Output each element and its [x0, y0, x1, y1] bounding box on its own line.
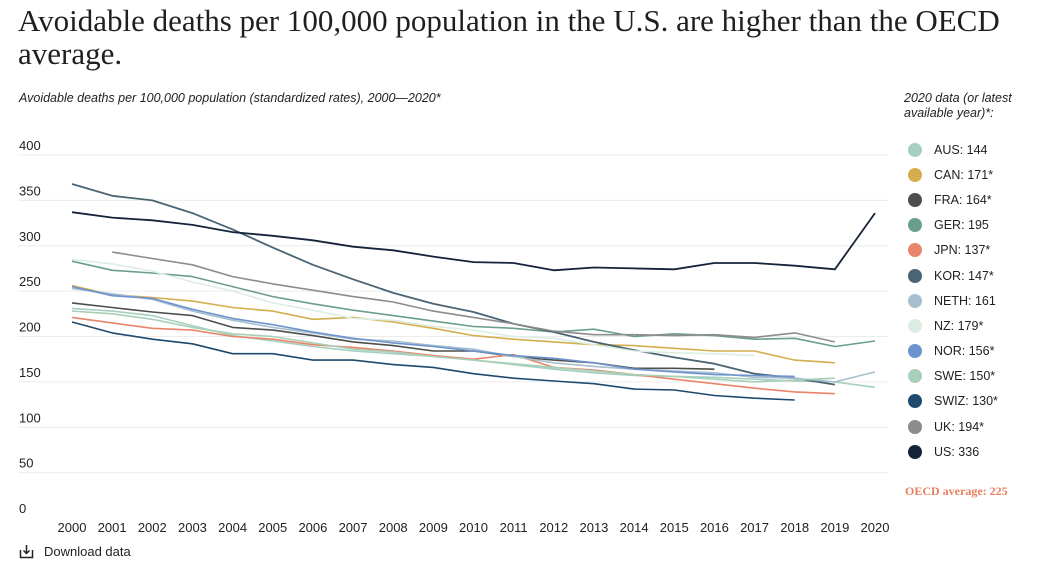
- series-line-can: [71, 284, 835, 364]
- gridlines: [18, 154, 888, 474]
- legend-label: CAN: 171*: [934, 167, 994, 182]
- legend-swatch: [908, 369, 922, 384]
- x-tick-label: 2003: [178, 520, 207, 535]
- legend-swatch: [908, 318, 922, 333]
- oecd-average-note: OECD average: 225: [905, 484, 1008, 498]
- series-line-uk: [112, 251, 836, 343]
- x-tick-label: 2014: [620, 520, 649, 535]
- series-line-nz: [71, 258, 755, 357]
- legend-swatch: [908, 192, 922, 207]
- series-line-swe: [71, 310, 835, 383]
- legend-swatch: [908, 444, 922, 459]
- x-tick-label: 2000: [58, 520, 87, 535]
- legend-swatch: [908, 268, 922, 283]
- download-icon: [19, 545, 34, 559]
- y-tick-label: 200: [19, 320, 41, 335]
- x-tick-label: 2002: [138, 520, 167, 535]
- legend-item-swe: SWE: 150*: [908, 364, 998, 389]
- legend-label: UK: 194*: [934, 419, 985, 434]
- legend-swatch: [908, 167, 922, 182]
- y-tick-label: 50: [19, 456, 33, 471]
- legend-label: KOR: 147*: [934, 268, 994, 283]
- legend-item-ger: GER: 195: [908, 213, 998, 238]
- x-tick-label: 2009: [419, 520, 448, 535]
- series-lines: [71, 183, 876, 401]
- series-line-jpn: [71, 316, 835, 395]
- legend-label: NZ: 179*: [934, 318, 984, 333]
- legend-item-aus: AUS: 144: [908, 137, 998, 162]
- x-tick-label: 2013: [579, 520, 608, 535]
- series-line-kor: [71, 183, 836, 386]
- legend-swatch: [908, 293, 922, 308]
- legend-title: 2020 data (or latest available year)*:: [904, 91, 1012, 120]
- legend-label: NOR: 156*: [934, 344, 995, 359]
- legend-label: US: 336: [934, 444, 980, 459]
- x-tick-label: 2008: [379, 520, 408, 535]
- x-tick-label: 2001: [98, 520, 127, 535]
- download-data-button[interactable]: Download data: [19, 544, 131, 559]
- series-line-swiz: [71, 321, 795, 401]
- download-label: Download data: [44, 544, 131, 559]
- legend-item-fra: FRA: 164*: [908, 187, 998, 212]
- x-tick-label: 2019: [820, 520, 849, 535]
- x-tick-label: 2016: [700, 520, 729, 535]
- y-tick-label: 0: [19, 501, 26, 516]
- legend-swatch: [908, 218, 922, 233]
- y-tick-label: 150: [19, 365, 41, 380]
- x-axis: 2000 2001 2002 2003 2004 2005 2006 2007 2008 2009…: [58, 520, 890, 535]
- y-tick-label: 300: [19, 229, 41, 244]
- x-tick-label: 2017: [740, 520, 769, 535]
- series-line-us: [71, 211, 876, 272]
- x-tick-label: 2007: [339, 520, 368, 535]
- legend-label: JPN: 137*: [934, 243, 991, 258]
- y-tick-label: 350: [19, 183, 41, 198]
- x-tick-label: 2006: [298, 520, 327, 535]
- x-tick-label: 2011: [500, 520, 528, 535]
- legend-item-uk: UK: 194*: [908, 414, 998, 439]
- x-tick-label: 2005: [258, 520, 287, 535]
- legend-label: FRA: 164*: [934, 192, 992, 207]
- legend-label: SWIZ: 130*: [934, 394, 998, 409]
- page-title: Avoidable deaths per 100,000 population …: [18, 3, 1000, 71]
- y-tick-label: 100: [19, 410, 41, 425]
- legend: AUS: 144 CAN: 171* FRA: 164* GER: 195 JPN: 1…: [908, 137, 998, 464]
- legend-label: GER: 195: [934, 218, 989, 233]
- series-line-ger: [71, 260, 876, 348]
- series-line-nor: [71, 285, 795, 378]
- legend-item-swiz: SWIZ: 130*: [908, 389, 998, 414]
- x-tick-label: 2015: [660, 520, 689, 535]
- legend-swatch: [908, 394, 922, 409]
- x-tick-label: 2020: [861, 520, 890, 535]
- x-tick-label: 2012: [539, 520, 568, 535]
- legend-swatch: [908, 344, 922, 359]
- legend-label: SWE: 150*: [934, 369, 996, 384]
- y-tick-label: 400: [19, 138, 41, 153]
- legend-item-nz: NZ: 179*: [908, 313, 998, 338]
- legend-label: NETH: 161: [934, 293, 996, 308]
- chart-subtitle: Avoidable deaths per 100,000 population …: [19, 91, 441, 105]
- y-tick-label: 250: [19, 274, 41, 289]
- y-axis: 0 50 100 150 200 250 300 350 400: [19, 138, 41, 516]
- legend-swatch: [908, 142, 922, 157]
- x-tick-label: 2010: [459, 520, 488, 535]
- legend-swatch: [908, 243, 922, 258]
- legend-item-jpn: JPN: 137*: [908, 238, 998, 263]
- legend-item-can: CAN: 171*: [908, 162, 998, 187]
- legend-label: AUS: 144: [934, 142, 988, 157]
- legend-item-neth: NETH: 161: [908, 288, 998, 313]
- x-tick-label: 2004: [218, 520, 247, 535]
- legend-item-kor: KOR: 147*: [908, 263, 998, 288]
- legend-item-us: US: 336: [908, 439, 998, 464]
- x-tick-label: 2018: [780, 520, 809, 535]
- legend-swatch: [908, 419, 922, 434]
- legend-item-nor: NOR: 156*: [908, 339, 998, 364]
